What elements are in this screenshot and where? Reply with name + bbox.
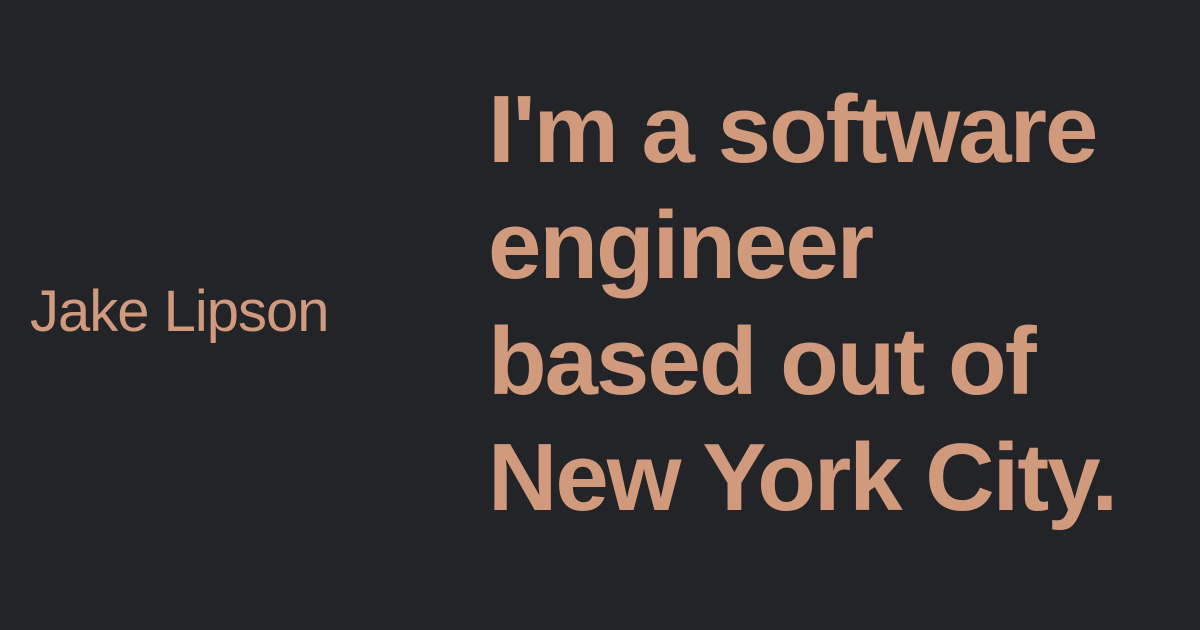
tagline-line: I'm a software [488, 76, 1098, 183]
tagline-line: based out of [488, 308, 1037, 415]
tagline-line: engineer [488, 192, 874, 299]
author-name: Jake Lipson [30, 279, 330, 344]
tagline-line: New York City. [488, 424, 1118, 531]
tagline: I'm a software engineer based out of New… [488, 72, 1188, 536]
